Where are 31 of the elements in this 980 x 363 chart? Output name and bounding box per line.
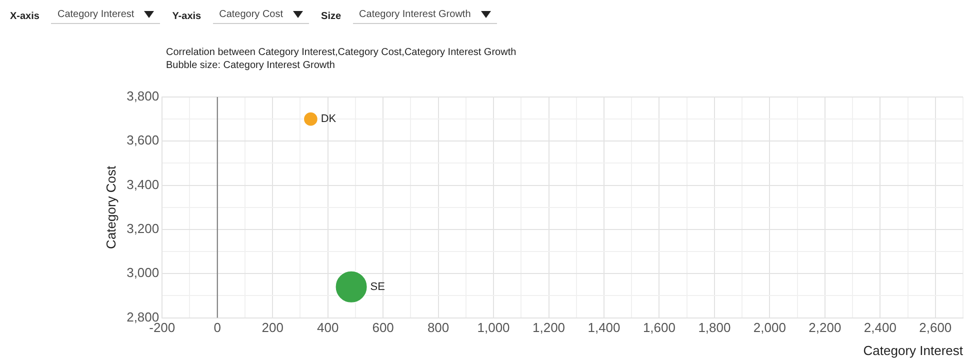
y-axis-title: Category Cost: [103, 165, 118, 249]
x-tick-label: 1,600: [642, 320, 676, 336]
x-tick-label: 800: [427, 320, 450, 336]
x-tick-label: 400: [316, 320, 339, 336]
x-tick-label: 1,400: [588, 320, 620, 336]
text: Size: [321, 11, 342, 22]
text: X-axis: [10, 11, 40, 22]
x-tick-label: 1,000: [477, 320, 510, 336]
series-label: DK: [320, 113, 337, 126]
text: Category Interest Growth: [359, 9, 471, 20]
x-tick-label: 2,000: [753, 320, 786, 336]
chart-subtitle: Bubble size: Category Interest Growth: [166, 59, 336, 72]
text: Category Cost: [219, 9, 284, 20]
series-label: SE: [370, 280, 385, 293]
x-tick-label: 600: [372, 320, 394, 336]
y-tick-label: 3,800: [126, 88, 160, 104]
x-tick-label: 2,600: [919, 320, 952, 336]
x-tick-label: 200: [262, 320, 284, 336]
x-tick-label: 0: [214, 320, 221, 336]
text: Y-axis: [172, 11, 202, 22]
y-tick-label: 3,000: [126, 265, 160, 280]
y-tick-label: 3,600: [126, 132, 160, 148]
y-tick-label: 3,200: [126, 221, 160, 236]
x-tick-label: 1,200: [532, 320, 566, 336]
chart-title: Correlation between Category Interest,Category Cost,Category Interest Growth: [166, 46, 516, 59]
text: Category Interest: [57, 9, 134, 20]
x-tick-label: 1,800: [698, 320, 731, 336]
y-tick-label: 3,400: [126, 176, 160, 192]
x-axis-title: Category Interest: [863, 342, 964, 358]
x-tick-label: 2,400: [864, 320, 896, 336]
x-tick-label: 2,200: [808, 320, 842, 336]
